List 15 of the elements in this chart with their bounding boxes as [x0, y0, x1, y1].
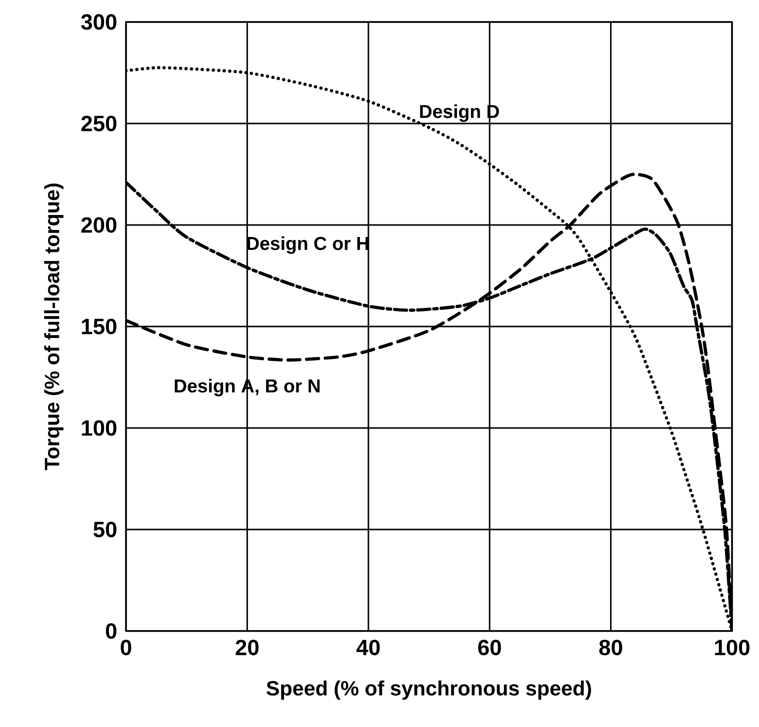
x-tick-label: 100	[715, 640, 750, 656]
x-tick-label: 40	[356, 640, 380, 656]
y-tick-label: 150	[82, 318, 116, 334]
y-tick-label: 0	[106, 623, 116, 639]
x-tick-label: 80	[599, 640, 622, 656]
y-tick-label: 200	[81, 217, 116, 233]
y-tick-label: 250	[81, 116, 116, 132]
x-axis-title: Speed (% of synchronous speed)	[266, 680, 592, 700]
y-tick-label: 50	[93, 522, 116, 538]
x-tick-label: 60	[478, 640, 501, 656]
x-tick-label: 20	[236, 640, 259, 656]
y-axis-title: Torque (% of full-load torque)	[44, 184, 64, 470]
y-tick-label: 100	[82, 420, 116, 436]
y-tick-label: 300	[81, 14, 116, 30]
x-tick-label: 0	[120, 640, 132, 656]
